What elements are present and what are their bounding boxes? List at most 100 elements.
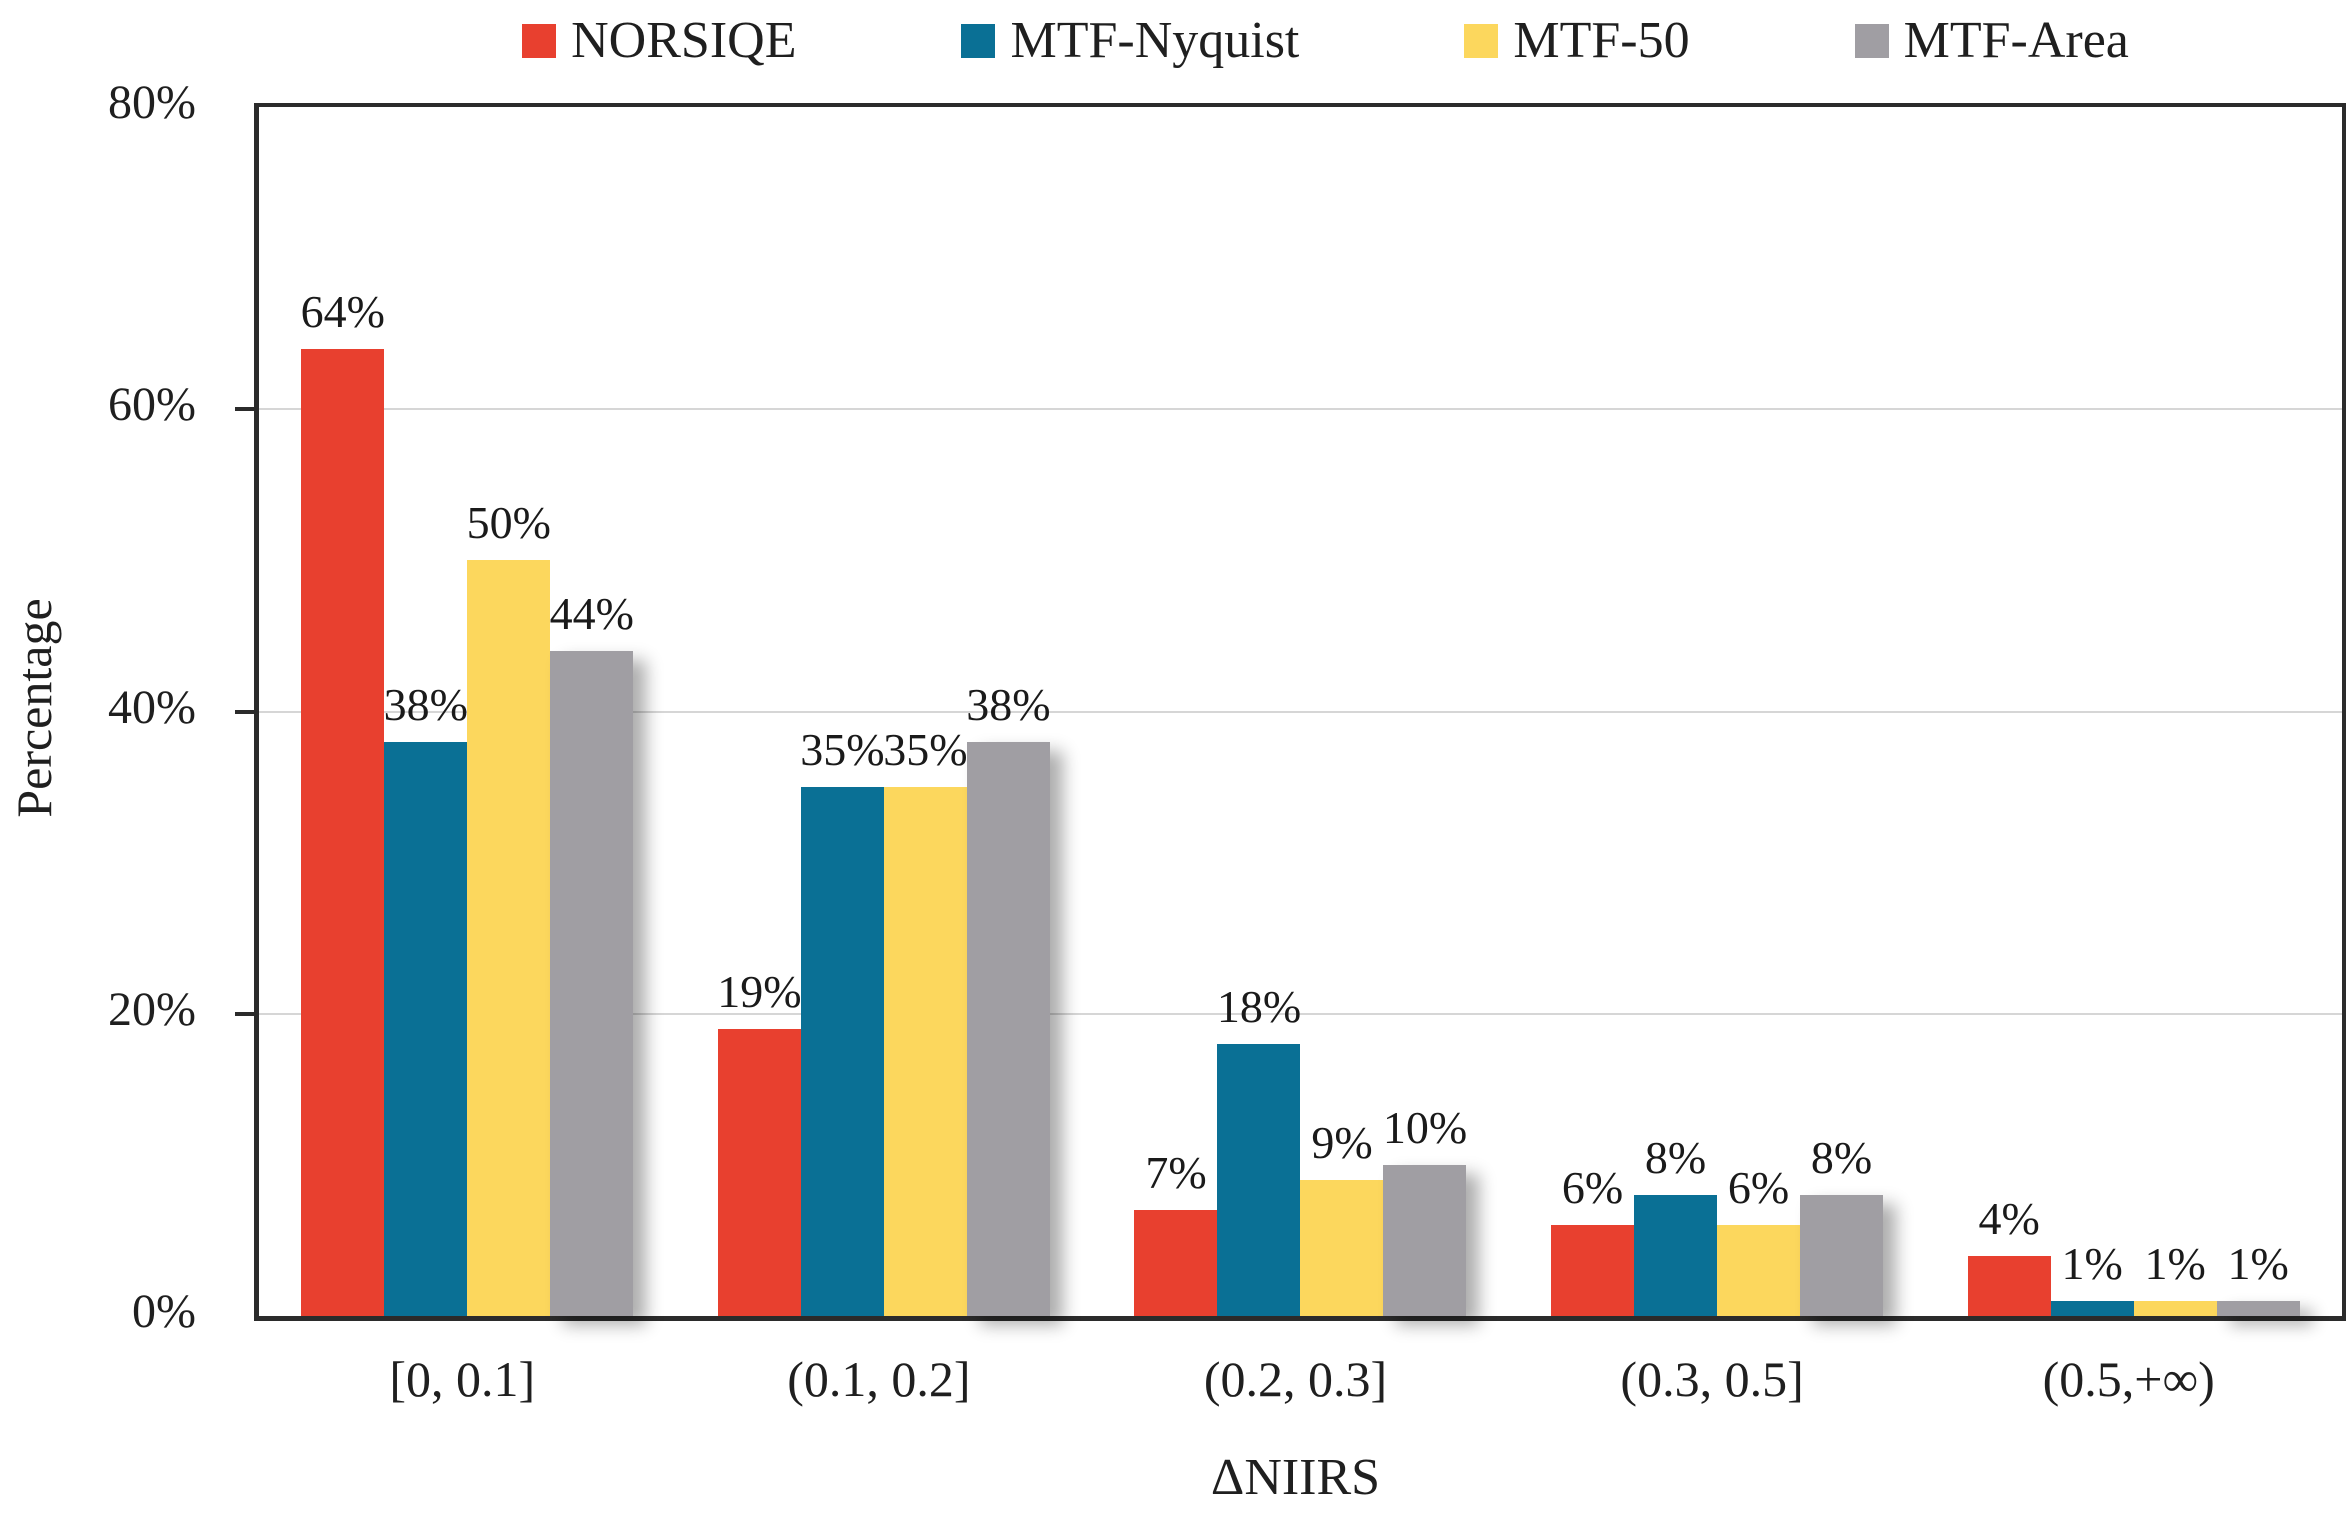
bar-rect xyxy=(1967,1255,2051,1316)
y-tick-label: 80% xyxy=(108,76,196,129)
bar-norsiqe-1: 19% xyxy=(717,968,802,1316)
bar-value-label: 35% xyxy=(883,724,968,776)
bar-value-label: 35% xyxy=(800,724,885,776)
bar-mtf-nyquist-3: 8% xyxy=(1634,1135,1718,1316)
plot-area: 64% 38% 50% 44% 19% 35% 35% 38% 7% 18% 9% 10% 6% 8% 6%… xyxy=(235,103,2346,1321)
bar-value-label: 8% xyxy=(1810,1132,1873,1184)
bar-mtf-50-4: 1% xyxy=(2133,1240,2217,1316)
bar-rect xyxy=(384,741,468,1316)
legend-item-mtf-area: MTF-Area xyxy=(1854,12,2129,69)
bar-rect xyxy=(1551,1225,1635,1316)
bar-group-4: 4% 1% 1% 1% xyxy=(1925,107,2342,1316)
bar-rect xyxy=(2050,1300,2134,1316)
x-axis-title: ΔNIIRS xyxy=(1210,1449,1381,1506)
y-tick-label: 0% xyxy=(132,1285,196,1338)
bar-value-label: 1% xyxy=(2061,1237,2123,1289)
bar-mtf-area-1: 38% xyxy=(966,681,1051,1316)
bar-value-label: 4% xyxy=(1978,1192,2040,1244)
y-tick-label: 40% xyxy=(108,680,196,734)
bar-rect xyxy=(467,560,551,1316)
bar-rect xyxy=(301,348,385,1316)
y-axis-tick xyxy=(235,709,254,714)
x-tick-label: [0, 0.1] xyxy=(389,1351,536,1407)
bar-value-label: 9% xyxy=(1311,1117,1373,1168)
bar-rect xyxy=(966,741,1050,1316)
bar-value-label: 1% xyxy=(2227,1237,2289,1289)
bar-mtf-nyquist-2: 18% xyxy=(1217,983,1301,1316)
y-axis-tick xyxy=(235,1011,254,1016)
bar-rect xyxy=(800,787,884,1316)
bar-value-label: 6% xyxy=(1561,1162,1624,1214)
legend-swatch-icon xyxy=(961,24,996,58)
y-axis-tick xyxy=(235,407,254,412)
bar-value-label: 64% xyxy=(300,285,385,337)
x-tick-label: (0.3, 0.5] xyxy=(1620,1351,1804,1407)
bar-rect xyxy=(1300,1180,1384,1316)
gridline-40 xyxy=(259,710,2342,713)
legend: NORSIQE MTF-Nyquist MTF-50 MTF-Area xyxy=(254,6,2337,76)
bar-value-label: 50% xyxy=(466,497,551,549)
bar-rect xyxy=(1383,1164,1467,1316)
bar-value-label: 19% xyxy=(717,965,802,1017)
y-tick-label: 60% xyxy=(108,378,196,432)
legend-label: MTF-50 xyxy=(1513,12,1690,69)
bar-mtf-50-0: 50% xyxy=(467,500,551,1316)
bar-value-label: 1% xyxy=(2144,1237,2206,1289)
bar-group-1: 19% 35% 35% 38% xyxy=(676,107,1093,1316)
bar-norsiqe-4: 4% xyxy=(1967,1195,2051,1316)
legend-swatch-icon xyxy=(1854,24,1889,58)
legend-item-mtf-nyquist: MTF-Nyquist xyxy=(961,15,1299,67)
bar-mtf-nyquist-0: 38% xyxy=(384,681,468,1316)
x-tick-label: (0.2, 0.3] xyxy=(1203,1351,1388,1407)
legend-label: MTF-Area xyxy=(1903,12,2129,69)
x-tick-label: (0.5,+∞) xyxy=(2042,1351,2215,1407)
bar-value-label: 10% xyxy=(1382,1101,1468,1153)
bar-value-label: 38% xyxy=(383,678,468,730)
legend-swatch-icon xyxy=(1464,24,1499,58)
bar-mtf-area-0: 44% xyxy=(550,591,634,1316)
bar-value-label: 7% xyxy=(1145,1147,1207,1199)
x-tick-label: (0.1, 0.2] xyxy=(787,1351,971,1407)
bar-mtf-50-2: 9% xyxy=(1300,1120,1384,1316)
bar-rect xyxy=(2216,1300,2300,1316)
gridline-20 xyxy=(259,1012,2342,1015)
bar-rect xyxy=(2133,1300,2217,1316)
bar-groups: 64% 38% 50% 44% 19% 35% 35% 38% 7% 18% 9% 10% 6% 8% 6%… xyxy=(259,107,2342,1316)
bar-rect xyxy=(550,651,634,1316)
bar-group-0: 64% 38% 50% 44% xyxy=(259,107,676,1316)
bar-mtf-area-4: 1% xyxy=(2216,1240,2300,1316)
y-tick-label: 20% xyxy=(108,982,196,1036)
bar-value-label: 38% xyxy=(966,678,1051,730)
bar-mtf-area-2: 10% xyxy=(1383,1104,1467,1316)
bar-mtf-50-3: 6% xyxy=(1717,1165,1801,1316)
bar-mtf-50-1: 35% xyxy=(883,727,968,1316)
legend-label: NORSIQE xyxy=(571,12,797,69)
bar-norsiqe-3: 6% xyxy=(1551,1165,1635,1316)
bar-rect xyxy=(1800,1195,1884,1316)
y-axis-labels: 0% 20% 40% 60% 80% xyxy=(0,76,196,1338)
legend-item-mtf-50: MTF-50 xyxy=(1464,12,1690,69)
bar-mtf-nyquist-4: 1% xyxy=(2050,1240,2134,1316)
bar-rect xyxy=(883,787,967,1316)
bar-group-3: 6% 8% 6% 8% xyxy=(1509,107,1926,1316)
bar-norsiqe-0: 64% xyxy=(301,288,385,1316)
bar-mtf-nyquist-1: 35% xyxy=(800,727,885,1316)
bar-rect xyxy=(717,1028,801,1316)
legend-item-norsiqe: NORSIQE xyxy=(522,15,796,67)
bar-value-label: 8% xyxy=(1644,1132,1707,1184)
bar-value-label: 44% xyxy=(549,588,634,640)
legend-swatch-icon xyxy=(522,24,557,58)
bar-rect xyxy=(1217,1043,1301,1316)
bar-mtf-area-3: 8% xyxy=(1800,1135,1884,1316)
legend-label: MTF-Nyquist xyxy=(1010,12,1300,69)
gridline-60 xyxy=(259,408,2342,411)
bar-value-label: 6% xyxy=(1727,1162,1790,1214)
bar-group-2: 7% 18% 9% 10% xyxy=(1092,107,1509,1316)
bar-rect xyxy=(1717,1225,1801,1316)
bar-norsiqe-2: 7% xyxy=(1134,1150,1218,1316)
bar-rect xyxy=(1634,1195,1718,1316)
x-axis-labels: [0, 0.1] (0.1, 0.2] (0.2, 0.3] (0.3, 0.5] (0… xyxy=(254,1352,2337,1407)
bar-value-label: 18% xyxy=(1216,980,1302,1032)
bar-rect xyxy=(1134,1210,1218,1316)
